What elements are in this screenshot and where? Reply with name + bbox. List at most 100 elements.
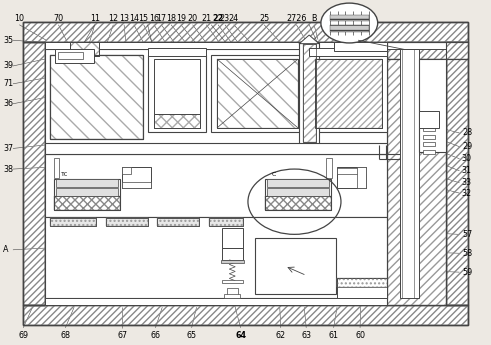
Bar bbox=[309, 55, 387, 132]
Text: 11: 11 bbox=[90, 14, 100, 23]
Bar bbox=[50, 218, 96, 226]
Bar bbox=[45, 42, 446, 49]
Bar bbox=[446, 42, 468, 305]
Text: 31: 31 bbox=[462, 166, 472, 175]
Bar bbox=[423, 150, 435, 154]
Bar bbox=[423, 127, 435, 131]
Bar bbox=[106, 218, 148, 226]
Text: 36: 36 bbox=[3, 99, 13, 108]
Bar bbox=[267, 179, 329, 187]
Text: 66: 66 bbox=[150, 331, 161, 339]
Text: 62: 62 bbox=[275, 331, 286, 339]
Bar bbox=[209, 218, 243, 226]
Text: A: A bbox=[3, 245, 9, 254]
Bar bbox=[148, 48, 206, 56]
Bar bbox=[122, 182, 152, 188]
Bar bbox=[54, 158, 59, 178]
Text: 38: 38 bbox=[3, 165, 13, 174]
Text: 23: 23 bbox=[220, 14, 230, 23]
Bar bbox=[209, 218, 243, 226]
Bar bbox=[303, 44, 316, 142]
Bar bbox=[337, 278, 387, 287]
Text: 63: 63 bbox=[301, 331, 311, 339]
Bar bbox=[23, 42, 45, 305]
Bar bbox=[50, 218, 96, 226]
Text: 25: 25 bbox=[259, 14, 269, 23]
Bar bbox=[23, 42, 45, 305]
Bar bbox=[337, 278, 387, 287]
Text: 32: 32 bbox=[462, 189, 472, 198]
Bar bbox=[45, 217, 387, 298]
Bar bbox=[58, 51, 83, 59]
Bar bbox=[387, 42, 446, 305]
Bar bbox=[217, 59, 298, 128]
Bar bbox=[211, 55, 304, 132]
Bar bbox=[267, 188, 329, 196]
Bar bbox=[55, 179, 118, 187]
Text: B: B bbox=[311, 14, 317, 23]
Text: 58: 58 bbox=[462, 249, 472, 258]
Bar bbox=[50, 55, 143, 139]
Text: 28: 28 bbox=[462, 128, 472, 138]
Bar bbox=[45, 154, 387, 217]
Bar bbox=[336, 167, 366, 188]
Text: 33: 33 bbox=[462, 178, 472, 187]
Bar bbox=[54, 179, 120, 210]
Text: 59: 59 bbox=[462, 268, 472, 277]
Bar bbox=[327, 158, 332, 178]
Bar bbox=[222, 280, 243, 283]
Text: 10: 10 bbox=[14, 14, 24, 23]
Bar bbox=[303, 44, 316, 142]
Bar bbox=[227, 288, 238, 295]
Bar bbox=[54, 196, 120, 210]
Bar bbox=[265, 179, 331, 210]
Bar bbox=[303, 44, 316, 142]
Text: 64: 64 bbox=[235, 331, 246, 339]
Text: 20: 20 bbox=[188, 14, 198, 23]
Text: 13: 13 bbox=[119, 14, 129, 23]
Bar bbox=[23, 305, 468, 325]
Bar bbox=[148, 55, 206, 132]
Bar bbox=[158, 218, 199, 226]
Bar bbox=[315, 59, 382, 128]
Bar bbox=[70, 42, 99, 56]
Bar bbox=[400, 49, 419, 298]
Bar bbox=[45, 298, 387, 305]
Text: 30: 30 bbox=[462, 154, 472, 163]
Bar bbox=[221, 260, 244, 263]
Text: 39: 39 bbox=[3, 61, 13, 70]
Text: 12: 12 bbox=[108, 14, 118, 23]
Bar bbox=[315, 59, 382, 128]
Text: 16: 16 bbox=[149, 14, 159, 23]
Bar bbox=[330, 15, 369, 21]
Bar bbox=[255, 238, 336, 295]
Bar bbox=[158, 218, 199, 226]
Bar bbox=[70, 42, 99, 56]
Text: 29: 29 bbox=[462, 142, 472, 151]
Bar bbox=[23, 42, 45, 305]
Text: 57: 57 bbox=[462, 230, 472, 239]
Bar bbox=[423, 135, 435, 139]
Bar bbox=[217, 59, 298, 128]
Bar bbox=[209, 218, 243, 226]
Bar bbox=[23, 22, 468, 42]
Bar bbox=[23, 305, 468, 325]
Bar bbox=[387, 42, 446, 305]
Text: 70: 70 bbox=[54, 14, 63, 23]
Bar bbox=[265, 196, 331, 210]
Bar bbox=[54, 196, 120, 210]
Bar bbox=[309, 48, 387, 56]
Circle shape bbox=[321, 3, 378, 43]
Bar bbox=[224, 295, 240, 298]
Bar bbox=[387, 42, 468, 59]
Text: 14: 14 bbox=[129, 14, 139, 23]
Bar bbox=[158, 218, 199, 226]
Bar bbox=[446, 42, 468, 305]
Bar bbox=[23, 22, 468, 42]
Text: 19: 19 bbox=[176, 14, 186, 23]
Bar bbox=[336, 168, 366, 174]
Bar bbox=[45, 49, 387, 145]
Bar bbox=[446, 42, 468, 305]
Bar bbox=[106, 218, 148, 226]
Bar bbox=[419, 59, 446, 152]
